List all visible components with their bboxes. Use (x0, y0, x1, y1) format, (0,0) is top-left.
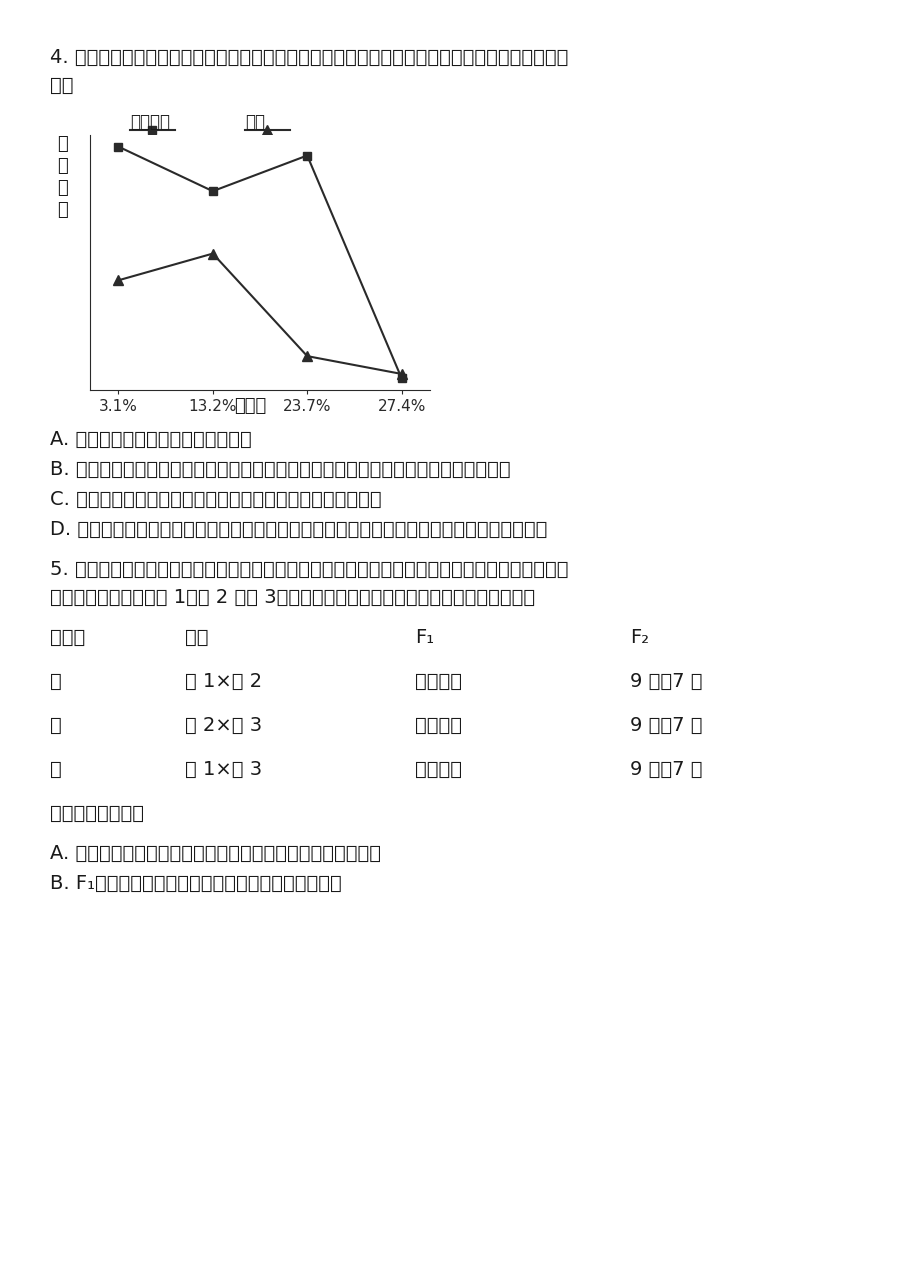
Text: 4. 下图是外来物种互花米草与本地植物秋茄在不同水盐度样地中的光合速率曲线图，下列说法正确: 4. 下图是外来物种互花米草与本地植物秋茄在不同水盐度样地中的光合速率曲线图，下… (50, 48, 568, 68)
Text: 秋茄: 秋茄 (244, 113, 265, 131)
Text: 9 红：7 白: 9 红：7 白 (630, 761, 702, 778)
Text: 三: 三 (50, 761, 62, 778)
Text: F₁: F₁ (414, 628, 434, 647)
Text: 9 红：7 白: 9 红：7 白 (630, 671, 702, 691)
Text: 开白花的纯种品系（白 1、白 2 和白 3），相互杂交后，所得后代中花色的比例如下表：: 开白花的纯种品系（白 1、白 2 和白 3），相互杂交后，所得后代中花色的比例如… (50, 589, 535, 606)
Text: D. 因为互花米草比秋茄更耐盐碱，可以在沿海滩涂大面积种植互花米草来保滩护堤，促淤造林: D. 因为互花米草比秋茄更耐盐碱，可以在沿海滩涂大面积种植互花米草来保滩护堤，促… (50, 520, 547, 539)
Text: 白 1×白 2: 白 1×白 2 (185, 671, 262, 691)
Text: A. 表中数据说明，该植物花的颜色至少由三对等位基因所决定: A. 表中数据说明，该植物花的颜色至少由三对等位基因所决定 (50, 843, 380, 862)
Text: 全部红色: 全部红色 (414, 716, 461, 735)
Text: F₂: F₂ (630, 628, 649, 647)
Text: 互花米草: 互花米草 (130, 113, 170, 131)
Text: 二: 二 (50, 716, 62, 735)
Text: 全部红色: 全部红色 (414, 761, 461, 778)
Text: 一: 一 (50, 671, 62, 691)
Text: 的是: 的是 (50, 76, 74, 96)
Text: 白 1×白 3: 白 1×白 3 (185, 761, 262, 778)
Text: 白 2×白 3: 白 2×白 3 (185, 716, 262, 735)
Text: 水盐度: 水盐度 (233, 397, 266, 415)
Text: 率: 率 (58, 201, 68, 219)
Text: B. 用样方法调查互花米草种群密度时，应去掉采集数据中的最大值、最小值后取平均值: B. 用样方法调查互花米草种群密度时，应去掉采集数据中的最大值、最小值后取平均值 (50, 460, 510, 479)
Text: 杂交: 杂交 (185, 628, 209, 647)
Text: C. 对互花米草进行适当遮光处理，可以控制互花米草种群数量: C. 对互花米草进行适当遮光处理，可以控制互花米草种群数量 (50, 490, 381, 510)
Text: B. F₁植株中，有些产生两种配子，有些产生四种配子: B. F₁植株中，有些产生两种配子，有些产生四种配子 (50, 874, 341, 893)
Text: 速: 速 (58, 180, 68, 197)
Text: 5. 某自花传粉的植物花瓣中红色是经过多步化学反应生成的，其中所有的中间产物都是白色，三个: 5. 某自花传粉的植物花瓣中红色是经过多步化学反应生成的，其中所有的中间产物都是… (50, 561, 568, 578)
Text: A. 互花米草和秋茄属于互利共生关系: A. 互花米草和秋茄属于互利共生关系 (50, 431, 252, 448)
Text: 全部红色: 全部红色 (414, 671, 461, 691)
Text: 下列描述正确的是: 下列描述正确的是 (50, 804, 144, 823)
Text: 合: 合 (58, 157, 68, 175)
Text: 9 红：7 白: 9 红：7 白 (630, 716, 702, 735)
Text: 杂交组: 杂交组 (50, 628, 85, 647)
Text: 光: 光 (58, 135, 68, 153)
